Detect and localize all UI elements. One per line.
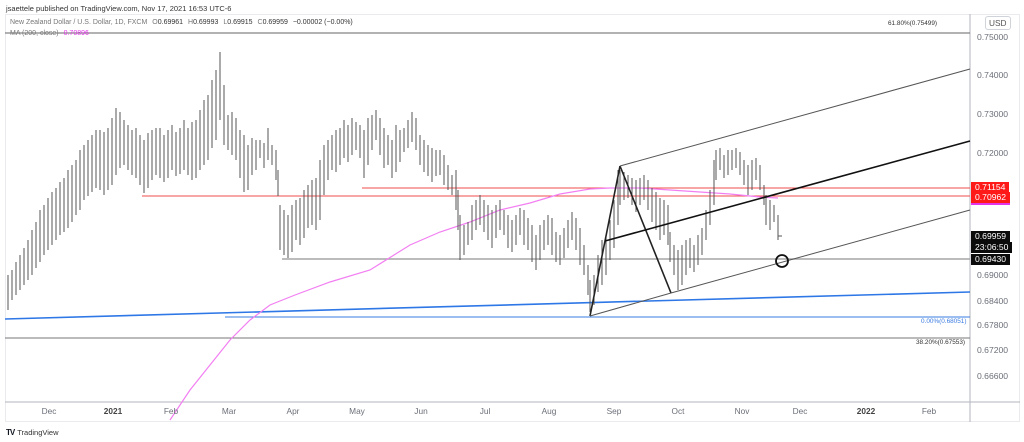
ohlc-close: 0.69959 <box>262 19 288 26</box>
time-tick: Dec <box>41 406 57 416</box>
last-price-tag: 0.69959 <box>971 231 1011 242</box>
fib-38-2-label: 38.20%(0.67553) <box>916 339 966 346</box>
ohlc-high-label: H <box>188 19 194 26</box>
ohlc-low: 0.69915 <box>227 19 253 26</box>
chart-legend: New Zealand Dollar / U.S. Dollar, 1D, FX… <box>10 17 353 39</box>
price-bars <box>7 52 782 312</box>
ohlc-low-label: L <box>223 19 228 26</box>
chart-frame <box>5 14 1020 422</box>
time-tick: Feb <box>921 406 937 416</box>
long-term-trendline[interactable] <box>4 291 971 320</box>
time-tick: Apr <box>286 406 300 416</box>
fib-0-label: 0.00%(0.68051) <box>921 318 967 325</box>
bar-countdown-tag: 23:06:50 <box>971 242 1013 253</box>
publisher-line: jsaettele published on TradingView.com, … <box>6 4 232 13</box>
time-tick: Mar <box>221 406 237 416</box>
time-tick-year: 2022 <box>856 406 876 416</box>
indicator-label[interactable]: MA (200, close) <box>10 30 59 37</box>
price-tick: 0.69000 <box>977 270 1009 280</box>
support-tag: 0.69430 <box>971 254 1011 265</box>
currency-badge[interactable]: USD <box>985 16 1011 30</box>
time-tick: Jul <box>479 406 491 416</box>
price-tick: 0.67200 <box>977 345 1009 355</box>
time-tick: May <box>349 406 365 416</box>
time-tick: Jun <box>414 406 428 416</box>
indicator-row: MA (200, close) 0.70896 <box>10 28 353 39</box>
price-tick: 0.68400 <box>977 296 1009 306</box>
price-tick: 0.73000 <box>977 109 1009 119</box>
tradingview-mark-icon: TV <box>6 428 15 437</box>
price-tick: 0.67800 <box>977 320 1009 330</box>
price-tick: 0.74000 <box>977 70 1009 80</box>
ohlc-change: −0.00002 (−0.00%) <box>292 19 353 26</box>
ohlc-open: 0.69961 <box>157 19 184 26</box>
pitchfork[interactable] <box>589 68 971 317</box>
pitchfork-median[interactable] <box>604 140 971 242</box>
pitchfork-upper[interactable] <box>619 68 971 167</box>
fib-61-8-label: 61.80%(0.75499) <box>888 20 938 27</box>
target-circle-marker[interactable] <box>775 254 789 268</box>
indicator-value: 0.70896 <box>63 30 89 37</box>
pitchfork-lower[interactable] <box>670 209 971 294</box>
price-tick: 0.75000 <box>977 32 1009 42</box>
ohlc-close-label: C <box>257 19 263 26</box>
time-tick: Nov <box>734 406 750 416</box>
price-tick: 0.66600 <box>977 371 1009 381</box>
time-tick: Aug <box>541 406 557 416</box>
time-tick: Feb <box>163 406 179 416</box>
pitchfork-base[interactable] <box>589 292 672 317</box>
resistance-lower-tag: 0.70962 <box>971 192 1011 205</box>
tradingview-logo[interactable]: TV TradingView <box>6 428 59 437</box>
time-tick: Oct <box>671 406 685 416</box>
ohlc-high: 0.69993 <box>193 19 219 26</box>
price-tick: 0.72000 <box>977 148 1009 158</box>
tradingview-brand: TradingView <box>17 428 59 437</box>
time-tick-year: 2021 <box>103 406 123 416</box>
symbol-name[interactable]: New Zealand Dollar / U.S. Dollar, 1D, FX… <box>10 19 148 26</box>
time-tick: Sep <box>606 406 622 416</box>
resistance-upper-tag: 0.71154 <box>971 182 1010 193</box>
ma-200-line[interactable] <box>169 187 779 421</box>
symbol-row: New Zealand Dollar / U.S. Dollar, 1D, FX… <box>10 17 353 28</box>
time-tick: Dec <box>792 406 808 416</box>
ohlc-open-label: O <box>152 19 158 26</box>
